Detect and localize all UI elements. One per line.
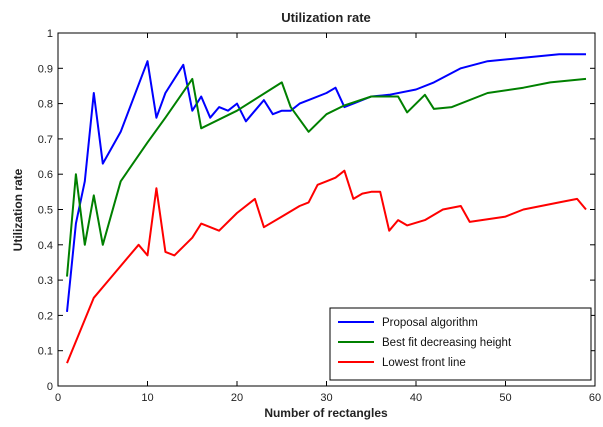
x-tick-label: 50 — [499, 392, 511, 404]
x-tick-label: 30 — [320, 392, 332, 404]
legend: Proposal algorithm Best fit decreasing he… — [329, 307, 592, 381]
y-tick-label: 0.4 — [38, 240, 53, 252]
legend-box — [329, 307, 592, 381]
y-axis-label: Utilization rate — [11, 168, 25, 251]
y-tick-label: 0.7 — [38, 134, 53, 146]
y-tick-label: 0.3 — [38, 275, 53, 287]
legend-entry: Best fit decreasing height — [382, 337, 512, 349]
x-tick-label: 20 — [231, 392, 243, 404]
x-tick-label: 40 — [410, 392, 422, 404]
x-tick-label: 60 — [589, 392, 601, 404]
series-line-3 — [66, 169, 587, 364]
axis-ticks: 0 10 20 30 40 50 60 0 0.1 0.2 0.3 0.4 0.5 0.6 0.7 0.8 0.… — [38, 28, 601, 404]
y-tick-label: 0.1 — [38, 346, 53, 358]
x-tick-label: 0 — [55, 392, 61, 404]
y-tick-label: 0.6 — [38, 169, 53, 181]
x-axis-label: Number of rectangles — [264, 406, 388, 420]
x-tick-label: 10 — [141, 392, 153, 404]
y-tick-label: 0.8 — [38, 99, 53, 111]
series-lines — [66, 53, 587, 364]
y-tick-label: 1 — [47, 28, 53, 40]
y-tick-label: 0.2 — [38, 310, 53, 322]
series-line-1 — [66, 53, 586, 313]
y-tick-label: 0 — [47, 381, 53, 393]
series-line-2 — [66, 77, 587, 277]
chart-title: Utilization rate — [281, 10, 371, 25]
legend-entry: Proposal algorithm — [382, 317, 478, 329]
y-tick-label: 0.5 — [38, 205, 53, 217]
y-tick-label: 0.9 — [38, 63, 53, 75]
legend-entry: Lowest front line — [382, 357, 466, 369]
